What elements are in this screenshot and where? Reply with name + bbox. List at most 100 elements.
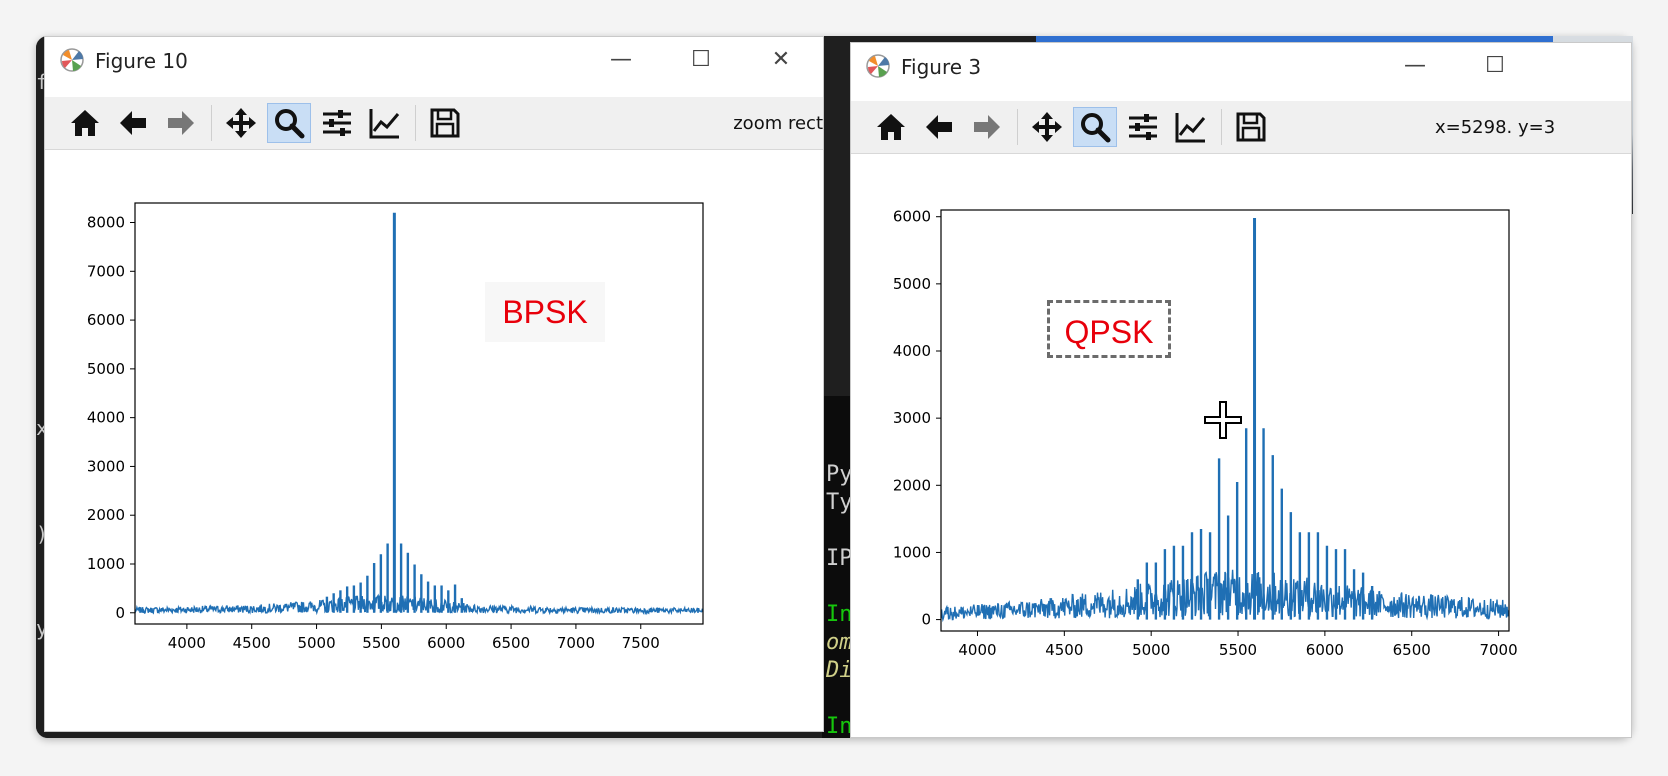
maximize-button[interactable]: ☐ — [691, 47, 711, 72]
terminal-line: om — [826, 630, 853, 655]
toolbar-separator — [1017, 109, 1018, 145]
terminal-line: Ty — [826, 490, 853, 515]
x-tick-label: 5500 — [1219, 641, 1257, 659]
forward-button[interactable] — [965, 107, 1009, 147]
x-tick-label: 6500 — [492, 634, 530, 652]
pan-icon — [226, 108, 256, 138]
x-tick-label: 4000 — [958, 641, 996, 659]
y-tick-label: 3000 — [893, 409, 931, 427]
save-button[interactable] — [1229, 107, 1273, 147]
minimize-button[interactable]: — — [1404, 53, 1426, 78]
navigation-toolbar: zoom rect — [45, 97, 823, 150]
matplotlib-logo-icon — [866, 54, 890, 78]
crosshair-cursor-icon — [1204, 401, 1242, 439]
configure-subplots-button[interactable] — [1121, 107, 1165, 147]
zoom-button[interactable] — [267, 103, 311, 143]
terminal-line: In — [826, 714, 853, 738]
y-tick-label: 6000 — [893, 208, 931, 226]
maximize-button[interactable]: ☐ — [1485, 53, 1505, 78]
y-tick-label: 1000 — [87, 555, 125, 573]
y-tick-label: 7000 — [87, 262, 125, 280]
y-tick-label: 5000 — [87, 360, 125, 378]
home-button[interactable] — [869, 107, 913, 147]
axes-frame — [940, 209, 1510, 632]
matplotlib-logo-icon — [60, 48, 84, 72]
pan-button[interactable] — [219, 103, 263, 143]
chart-bpsk: 4000 4500 5000 5500 6000 6500 7000 7500 0 1000 200… — [87, 202, 704, 652]
configure-subplots-icon — [1129, 114, 1157, 140]
x-tick-label: 6000 — [1306, 641, 1344, 659]
x-tick-label: 7500 — [622, 634, 660, 652]
y-tick-label: 0 — [115, 604, 125, 622]
toolbar-status-text: zoom rect — [733, 113, 823, 134]
configure-subplots-icon — [323, 110, 351, 136]
background-tab-bar — [1036, 36, 1586, 42]
window-title: Figure 10 — [95, 49, 188, 73]
back-arrow-icon — [926, 115, 952, 139]
y-tick-label: 4000 — [87, 409, 125, 427]
title-bar[interactable]: Figure 10 — ☐ ✕ — [45, 37, 823, 83]
toolbar-status-text: x=5298. y=3 — [1435, 117, 1556, 138]
edit-axis-icon — [1175, 113, 1206, 143]
configure-subplots-button[interactable] — [315, 103, 359, 143]
y-tick-label: 6000 — [87, 311, 125, 329]
pan-button[interactable] — [1025, 107, 1069, 147]
x-tick-label: 5000 — [297, 634, 335, 652]
edit-axis-button[interactable] — [1169, 107, 1213, 147]
x-tick-label: 4500 — [1045, 641, 1083, 659]
x-tick-label: 5500 — [362, 634, 400, 652]
series-line — [941, 569, 1509, 623]
zoom-button[interactable] — [1073, 107, 1117, 147]
x-tick-label: 7000 — [1479, 641, 1517, 659]
chart-annotation-bpsk: BPSK — [485, 282, 605, 342]
y-tick-label: 4000 — [893, 342, 931, 360]
toolbar-separator — [415, 105, 416, 141]
x-tick-label: 7000 — [557, 634, 595, 652]
back-arrow-icon — [120, 111, 146, 135]
terminal-line: In — [826, 602, 853, 627]
edit-axis-icon — [369, 109, 400, 139]
save-icon — [430, 108, 460, 138]
series-line — [135, 593, 703, 616]
x-tick-label: 6000 — [427, 634, 465, 652]
home-icon — [877, 114, 905, 140]
y-tick-label: 8000 — [87, 214, 125, 232]
title-bar[interactable]: Figure 3 — ☐ — [851, 43, 1631, 89]
forward-button[interactable] — [159, 103, 203, 143]
terminal-line: Py — [826, 462, 853, 487]
chart-annotation-qpsk: QPSK — [1047, 300, 1171, 358]
home-icon — [71, 110, 99, 136]
plot-canvas[interactable]: 4000 4500 5000 5500 6000 6500 7000 0 1000 2000 300… — [851, 154, 1631, 737]
zoom-icon — [1081, 113, 1111, 143]
x-tick-label: 6500 — [1393, 641, 1431, 659]
y-tick-label: 3000 — [87, 457, 125, 475]
toolbar-separator — [1221, 109, 1222, 145]
figure-window-left[interactable]: Figure 10 — ☐ ✕ zoom rect — [44, 36, 824, 732]
y-tick-label: 5000 — [893, 275, 931, 293]
forward-arrow-icon — [974, 115, 1000, 139]
pan-icon — [1032, 112, 1062, 142]
back-button[interactable] — [111, 103, 155, 143]
close-button[interactable]: ✕ — [771, 47, 791, 72]
figure-window-right[interactable]: Figure 3 — ☐ x=5298. y=3 4 — [850, 42, 1632, 738]
chart-qpsk: 4000 4500 5000 5500 6000 6500 7000 0 1000 2000 300… — [893, 208, 1518, 659]
save-button[interactable] — [423, 103, 467, 143]
x-tick-label: 4000 — [168, 634, 206, 652]
terminal-line: IP — [826, 546, 853, 571]
y-tick-label: 2000 — [87, 506, 125, 524]
y-tick-label: 1000 — [893, 543, 931, 561]
toolbar-separator — [211, 105, 212, 141]
x-tick-label: 4500 — [233, 634, 271, 652]
x-tick-label: 5000 — [1132, 641, 1170, 659]
edit-axis-button[interactable] — [363, 103, 407, 143]
plot-canvas[interactable]: 4000 4500 5000 5500 6000 6500 7000 7500 0 1000 200… — [45, 150, 823, 731]
zoom-icon — [275, 109, 305, 139]
home-button[interactable] — [63, 103, 107, 143]
y-tick-label: 0 — [921, 611, 931, 629]
minimize-button[interactable]: — — [610, 47, 632, 72]
back-button[interactable] — [917, 107, 961, 147]
save-icon — [1236, 112, 1266, 142]
forward-arrow-icon — [168, 111, 194, 135]
navigation-toolbar: x=5298. y=3 — [851, 101, 1631, 154]
window-title: Figure 3 — [901, 55, 982, 79]
